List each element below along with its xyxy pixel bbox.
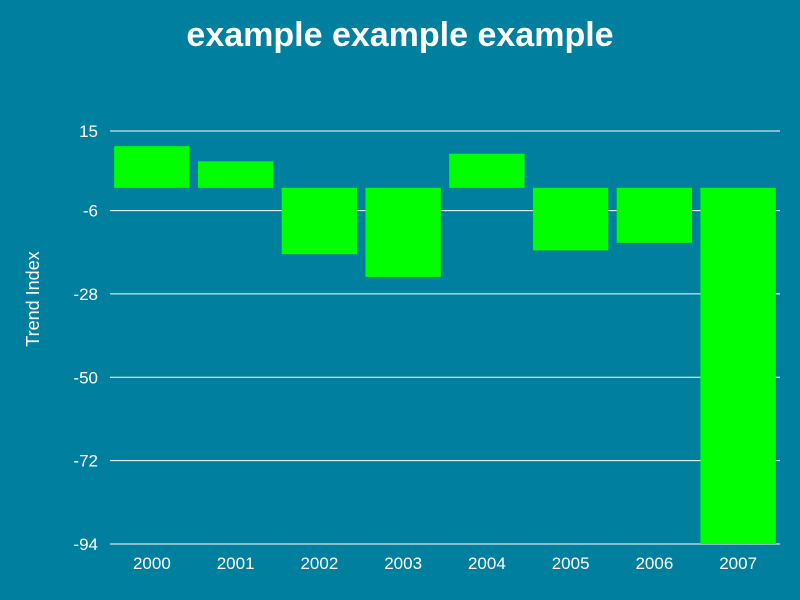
x-tick-label-2003: 2003	[384, 554, 422, 573]
y-tick-label: -72	[73, 452, 98, 471]
x-tick-label-2001: 2001	[217, 554, 255, 573]
x-tick-label-2000: 2000	[133, 554, 171, 573]
x-tick-label-2004: 2004	[468, 554, 506, 573]
y-tick-label: 15	[79, 122, 98, 141]
chart-title: example example example	[186, 16, 613, 54]
x-tick-label-2007: 2007	[719, 554, 757, 573]
x-tick-label-2005: 2005	[552, 554, 590, 573]
bar-2001	[197, 161, 274, 188]
bar-2003	[365, 187, 441, 277]
bar-2005	[532, 187, 609, 251]
x-tick-label-2006: 2006	[635, 554, 673, 573]
grid-lines	[110, 130, 780, 545]
x-tick-label-2002: 2002	[300, 554, 338, 573]
x-axis-ticks: 2000 2001 2002 2003 2004 2005 2006 2007	[133, 554, 757, 573]
bar-2002	[281, 187, 358, 255]
y-tick-label: -94	[73, 535, 98, 554]
bar-2000	[114, 146, 190, 188]
y-tick-label: -28	[73, 285, 98, 304]
y-tick-label: -50	[73, 368, 98, 387]
bar-2004	[449, 153, 525, 188]
y-axis-ticks: 15 -6 -28 -50 -72 -94	[73, 122, 98, 554]
y-axis-label: Trend Index	[23, 251, 43, 346]
bar-2007	[700, 187, 776, 544]
y-tick-label: -6	[83, 202, 98, 221]
bar-2006	[616, 187, 693, 243]
bars	[114, 146, 776, 544]
